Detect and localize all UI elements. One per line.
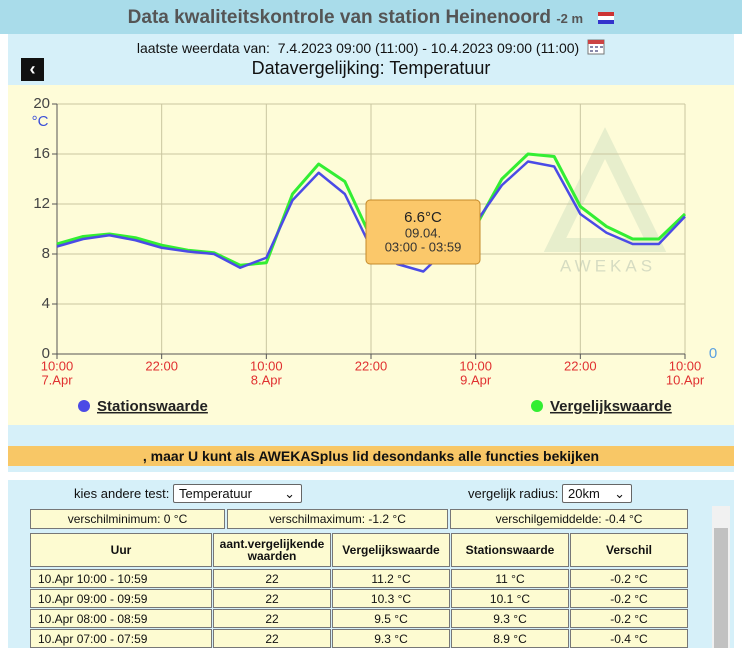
table-cell: 9.3 °C (332, 629, 450, 648)
x-tick-label: 22:00 (355, 358, 388, 373)
y-tick-label: 12 (33, 195, 50, 212)
y-tick-label: 4 (42, 295, 50, 312)
test-select[interactable]: Temperatuur ⌄ (173, 484, 302, 503)
range-value: 7.4.2023 09:00 (11:00) - 10.4.2023 09:00… (277, 40, 580, 56)
x-tick-label: 22:00 (145, 358, 178, 373)
table-cell: 8.9 °C (451, 629, 569, 648)
table-cell: 10.Apr 08:00 - 08:59 (30, 609, 212, 628)
x-tick-date: 8.Apr (251, 372, 283, 387)
table-cell: 10.Apr 07:00 - 07:59 (30, 629, 212, 648)
y-tick-label: 0 (42, 345, 50, 362)
page-title: Data kwaliteitskontrole van station Hein… (0, 7, 742, 29)
table-cell: 22 (213, 569, 331, 588)
plus-banner[interactable]: , maar U kunt als AWEKASplus lid desonda… (8, 446, 734, 466)
x-tick-label: 10:00 (669, 358, 702, 373)
y-tick-label: 20 (33, 95, 50, 112)
legend-marker (78, 400, 90, 412)
radius-value: 20km (568, 486, 600, 501)
watermark: AWEKAS (560, 256, 656, 275)
table-cell: 11 °C (451, 569, 569, 588)
stat-cell: verschilgemiddelde: -0.4 °C (450, 509, 688, 529)
x-tick-date: 7.Apr (41, 372, 73, 387)
x-tick-date: 9.Apr (460, 372, 492, 387)
table-cell: 10.Apr 10:00 - 10:59 (30, 569, 212, 588)
elevation: -2 m (556, 11, 584, 26)
x-tick-label: 10:00 (459, 358, 492, 373)
table-cell: 9.5 °C (332, 609, 450, 628)
radius-select[interactable]: 20km ⌄ (562, 484, 632, 503)
chart-title: Datavergelijking: Temperatuur (251, 58, 491, 78)
radius-label: vergelijk radius: (468, 486, 559, 501)
legend-label[interactable]: Stationswaarde (97, 398, 208, 415)
x-tick-label: 10:00 (250, 358, 283, 373)
y2-tick-label: 0 (709, 345, 717, 362)
table-cell: 11.2 °C (332, 569, 450, 588)
column-header: Verschil (570, 533, 688, 567)
test-label: kies andere test: (74, 486, 170, 501)
range-label: laatste weerdata van: (136, 40, 270, 56)
tooltip-time: 03:00 - 03:59 (385, 239, 462, 254)
y-unit: °C (32, 113, 49, 130)
legend-marker (531, 400, 543, 412)
y-tick-label: 16 (33, 145, 50, 162)
x-tick-date: 10.Apr (666, 372, 705, 387)
scrollbar-thumb[interactable] (714, 528, 728, 648)
flag-icon[interactable] (598, 12, 615, 24)
table-cell: -0.2 °C (570, 569, 688, 588)
legend-label[interactable]: Vergelijkswaarde (550, 398, 672, 415)
x-tick-label: 22:00 (564, 358, 597, 373)
table-cell: 22 (213, 629, 331, 648)
table-cell: -0.4 °C (570, 629, 688, 648)
table-cell: 22 (213, 609, 331, 628)
title-bar (0, 0, 742, 34)
y-tick-label: 8 (42, 245, 50, 262)
table-cell: -0.2 °C (570, 609, 688, 628)
table-cell: 9.3 °C (451, 609, 569, 628)
column-header: Stationswaarde (451, 533, 569, 567)
calendar-icon[interactable] (587, 39, 605, 55)
tooltip: 6.6°C09.04.03:00 - 03:59 (365, 199, 481, 265)
x-tick-label: 10:00 (41, 358, 74, 373)
tooltip-box (365, 199, 481, 265)
stat-cell: verschilminimum: 0 °C (30, 509, 225, 529)
subtitle: laatste weerdata van: 7.4.2023 09:00 (11… (0, 39, 742, 56)
stat-cell: verschilmaximum: -1.2 °C (227, 509, 448, 529)
table-cell: 10.Apr 09:00 - 09:59 (30, 589, 212, 608)
back-button[interactable]: ‹ (21, 58, 44, 81)
table-cell: -0.2 °C (570, 589, 688, 608)
tooltip-date: 09.04. (405, 225, 441, 240)
test-value: Temperatuur (179, 486, 252, 501)
column-header: Uur (30, 533, 212, 567)
table-cell: 22 (213, 589, 331, 608)
tooltip-value: 6.6°C (404, 209, 442, 226)
column-header: aant.vergelijkende waarden (213, 533, 331, 567)
table-cell: 10.3 °C (332, 589, 450, 608)
table-cell: 10.1 °C (451, 589, 569, 608)
column-header: Vergelijkswaarde (332, 533, 450, 567)
station-title: Data kwaliteitskontrole van station Hein… (127, 7, 552, 28)
